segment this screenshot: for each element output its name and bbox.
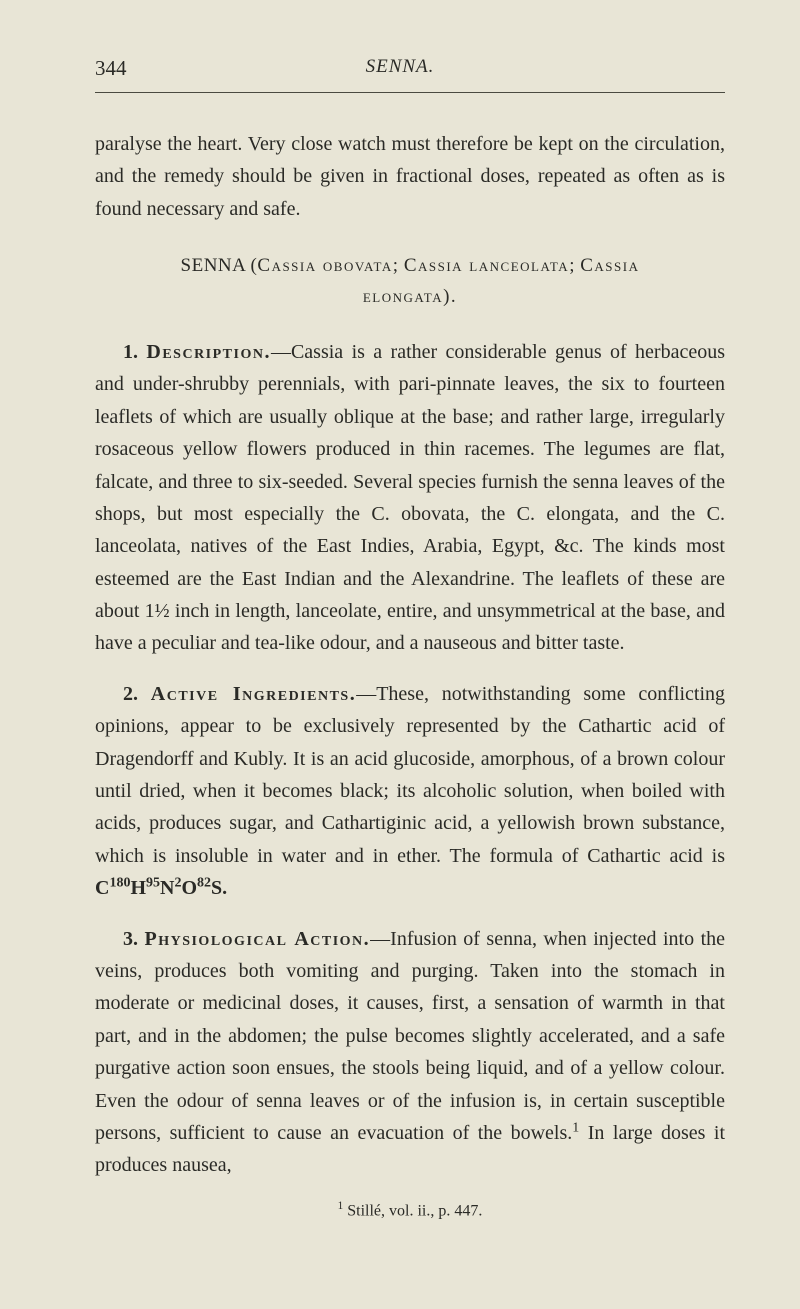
- section-2-head: Active Ingredients.: [151, 683, 356, 705]
- formula: C180H95N2O82S.: [95, 877, 227, 899]
- section-2-num: 2.: [123, 683, 138, 705]
- section-1-num: 1.: [123, 341, 138, 363]
- section-title-line2: elongata).: [363, 286, 457, 307]
- formula-n: N: [160, 877, 174, 899]
- formula-h-sup: 95: [146, 876, 160, 891]
- section-3-head: Physiological Action.: [144, 928, 370, 950]
- footnote-text: Stillé, vol. ii., p. 447.: [343, 1202, 482, 1219]
- formula-o: O: [181, 877, 197, 899]
- section-1: 1. Description.—Cassia is a rather consi…: [95, 336, 725, 660]
- header-rule: [95, 92, 725, 93]
- footnote: 1 Stillé, vol. ii., p. 447.: [95, 1200, 725, 1220]
- formula-o-sup: 82: [197, 876, 211, 891]
- section-3-body-a: —Infusion of senna, when injected into t…: [95, 928, 725, 1144]
- section-2: 2. Active Ingredients.—These, notwithsta…: [95, 678, 725, 905]
- section-title: SENNA (Cassia obovata; Cassia lanceolata…: [95, 251, 725, 312]
- formula-s: S.: [211, 877, 227, 899]
- section-3-num: 3.: [123, 928, 138, 950]
- intro-paragraph: paralyse the heart. Very close watch mus…: [95, 128, 725, 225]
- section-1-head: Description.: [146, 341, 271, 363]
- section-title-line1: SENNA (Cassia obovata; Cassia lanceolata…: [181, 255, 640, 276]
- formula-c: C: [95, 877, 109, 899]
- formula-c-sup: 180: [109, 876, 130, 891]
- page-content: paralyse the heart. Very close watch mus…: [95, 128, 725, 1220]
- section-3: 3. Physiological Action.—Infusion of sen…: [95, 923, 725, 1182]
- section-2-body-a: —These, notwithstanding some conflicting…: [95, 683, 725, 867]
- section-1-body: —Cassia is a rather considerable genus o…: [95, 341, 725, 655]
- formula-h: H: [130, 877, 146, 899]
- running-head: SENNA.: [0, 56, 800, 78]
